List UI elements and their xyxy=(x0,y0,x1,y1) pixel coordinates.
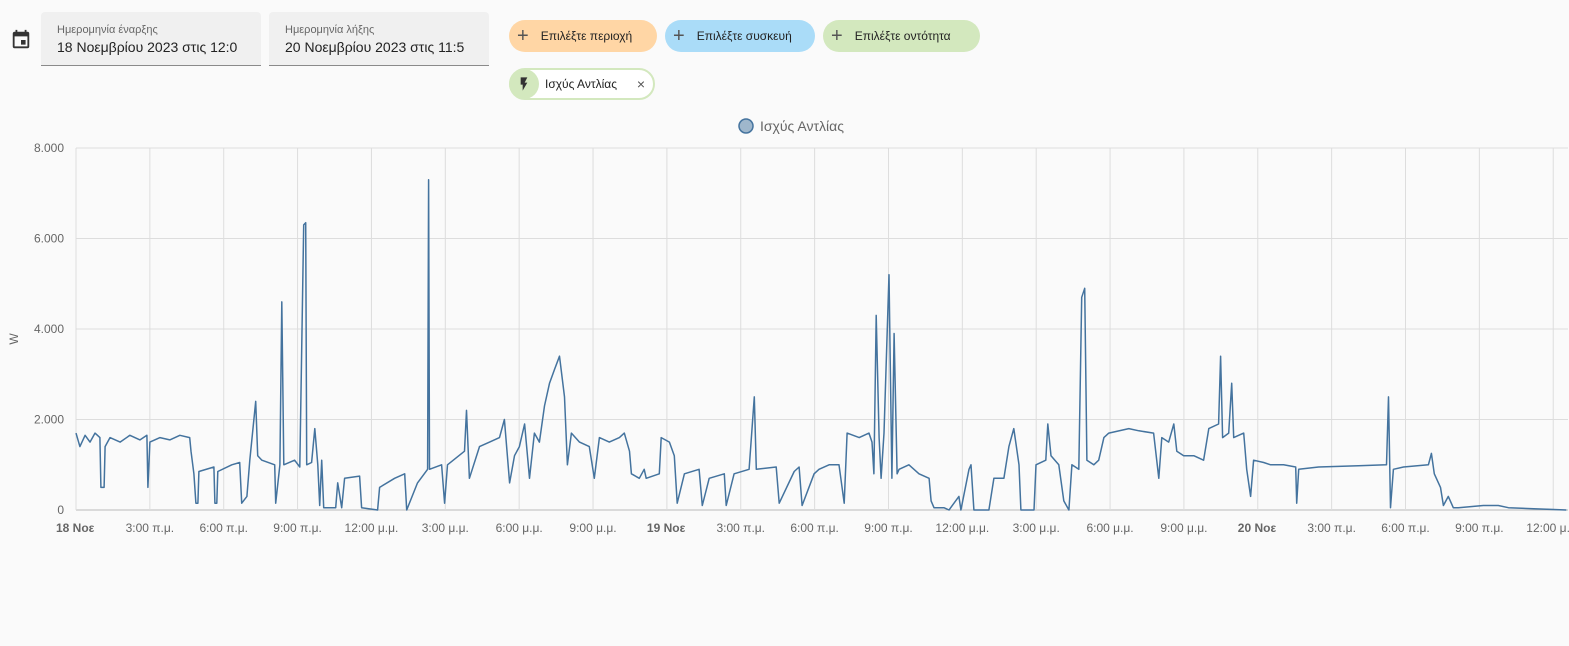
field-label: Ημερομηνία έναρξης xyxy=(57,24,158,36)
x-tick-label: 12:00 μ.μ. xyxy=(345,521,399,535)
button-label: Επιλέξτε περιοχή xyxy=(540,29,633,43)
x-tick-label: 3:00 π.μ. xyxy=(716,521,765,535)
x-tick-label: 9:00 π.μ. xyxy=(1455,521,1504,535)
data-line xyxy=(75,178,1567,511)
legend-marker xyxy=(738,118,754,134)
x-tick-label: 3:00 π.μ. xyxy=(126,521,175,535)
end-date-field[interactable]: Ημερομηνία λήξης 20 Νοεμβρίου 2023 στις … xyxy=(269,12,489,66)
legend-label: Ισχύς Αντλίας xyxy=(760,118,844,134)
x-tick-label: 18 Νοε xyxy=(56,521,95,535)
x-tick-label: 12:00 μ.μ. xyxy=(1526,521,1569,535)
area-button[interactable]: + Επιλέξτε περιοχή xyxy=(509,20,657,52)
x-tick-label: 6:00 π.μ. xyxy=(199,521,248,535)
start-date-field[interactable]: Ημερομηνία έναρξης 18 Νοεμβρίου 2023 στι… xyxy=(41,12,261,66)
x-tick-label: 6:00 μ.μ. xyxy=(1086,521,1133,535)
field-label: Ημερομηνία λήξης xyxy=(285,24,375,36)
chip-label: Ισχύς Αντλίας xyxy=(545,77,617,91)
x-tick-label: 9:00 π.μ. xyxy=(864,521,913,535)
y-axis-label: W xyxy=(7,333,21,345)
x-tick-label: 9:00 μ.μ. xyxy=(1160,521,1207,535)
calendar-icon[interactable] xyxy=(10,29,32,51)
field-value: 18 Νοεμβρίου 2023 στις 12:0 xyxy=(57,39,238,55)
x-tick-label: 20 Νοε xyxy=(1238,521,1277,535)
entity-chip[interactable]: Ισχύς Αντλίας × xyxy=(509,68,655,100)
x-tick-label: 9:00 π.μ. xyxy=(273,521,322,535)
plus-icon: + xyxy=(831,25,843,47)
chip-icon xyxy=(509,69,539,99)
button-label: Επιλέξτε συσκευή xyxy=(696,29,792,43)
remove-icon[interactable]: × xyxy=(636,76,645,92)
x-tick-label: 12:00 μ.μ. xyxy=(935,521,989,535)
device-button[interactable]: + Επιλέξτε συσκευή xyxy=(665,20,815,52)
button-label: Επιλέξτε οντότητα xyxy=(854,29,951,43)
x-tick-label: 6:00 π.μ. xyxy=(790,521,839,535)
x-tick-label: 19 Νοε xyxy=(647,521,686,535)
y-tick-label: 4.000 xyxy=(34,322,64,336)
y-tick-label: 8.000 xyxy=(34,141,64,155)
field-value: 20 Νοεμβρίου 2023 στις 11:5 xyxy=(285,39,465,55)
y-tick-label: 6.000 xyxy=(34,232,64,246)
y-tick-label: 2.000 xyxy=(34,413,64,427)
x-tick-label: 3:00 μ.μ. xyxy=(422,521,469,535)
x-tick-label: 6:00 π.μ. xyxy=(1381,521,1430,535)
plus-icon: + xyxy=(673,25,685,47)
x-tick-label: 6:00 μ.μ. xyxy=(496,521,543,535)
plus-icon: + xyxy=(517,25,529,47)
y-tick-label: 0 xyxy=(57,503,64,517)
bolt-icon xyxy=(520,77,528,91)
x-tick-label: 3:00 μ.μ. xyxy=(1013,521,1060,535)
entity-button[interactable]: + Επιλέξτε οντότητα xyxy=(823,20,980,52)
chart: W 0 2.000 4.000 6.000 8.000 18 Νοε 3:00 π.μ. 6:… xyxy=(7,118,1569,535)
x-tick-label: 3:00 π.μ. xyxy=(1307,521,1356,535)
x-tick-label: 9:00 μ.μ. xyxy=(569,521,616,535)
